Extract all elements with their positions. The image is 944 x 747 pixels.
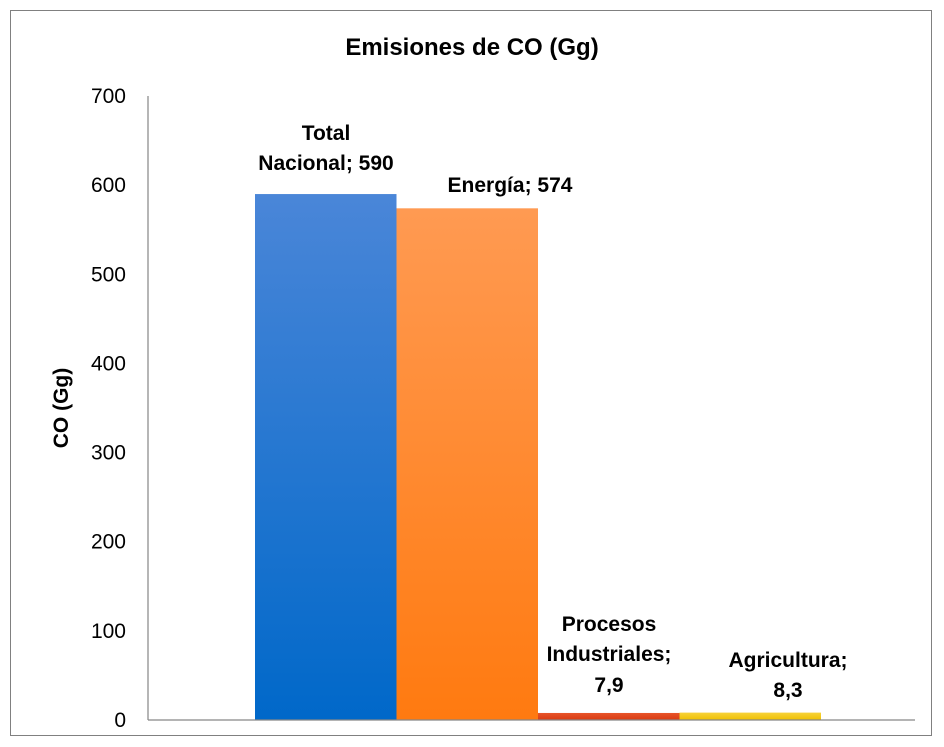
bars (255, 194, 821, 721)
data-label: Industriales; (547, 643, 672, 666)
y-axis-ticks: 0 100 200 300 400 500 600 700 (91, 85, 126, 732)
bar-agricultura (679, 712, 821, 720)
bar-total-nacional (255, 194, 397, 721)
y-axis-label: CO (Gg) (50, 368, 73, 448)
bar-energ-a (396, 208, 538, 720)
y-tick-label: 200 (91, 531, 126, 554)
y-tick-label: 300 (91, 442, 126, 465)
y-tick-label: 400 (91, 352, 126, 375)
data-label: Procesos (562, 613, 657, 636)
y-tick-label: 0 (114, 709, 126, 732)
chart-title: Emisiones de CO (Gg) (345, 34, 598, 61)
data-label: 7,9 (594, 674, 623, 697)
data-label: Energía; 574 (448, 174, 573, 197)
data-label: Total (302, 122, 351, 145)
y-tick-label: 500 (91, 263, 126, 286)
y-tick-label: 600 (91, 174, 126, 197)
data-label: Nacional; 590 (258, 152, 393, 175)
y-tick-label: 100 (91, 620, 126, 643)
y-tick-label: 700 (91, 85, 126, 108)
data-label: Agricultura; (728, 649, 847, 672)
bar-procesos-industriales (538, 712, 680, 720)
data-labels: Total Nacional; 590 Energía; 574 Procesos In… (258, 122, 847, 702)
data-label: 8,3 (773, 679, 802, 702)
